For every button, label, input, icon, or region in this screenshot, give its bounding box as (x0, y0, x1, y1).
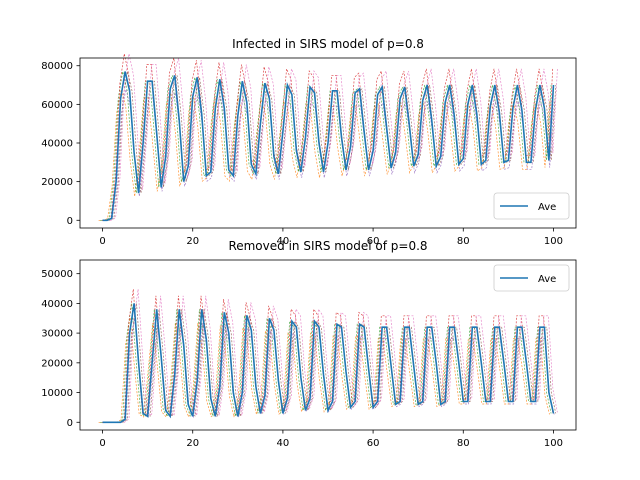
infected-y-tick-label: 60000 (41, 100, 73, 111)
removed-run-line (104, 303, 557, 423)
infected-y-tick-label: 80000 (41, 61, 73, 72)
removed-ave-line (102, 303, 555, 424)
removed-legend-box (493, 264, 570, 292)
infected-y-tick-label: 0 (67, 216, 73, 227)
infected-legend-label: Ave (538, 202, 556, 213)
removed-x-tick-label: 100 (544, 438, 563, 449)
removed-y-tick-label: 40000 (41, 299, 73, 310)
infected-axes: Infected in SIRS model of p=0.8 0 20 40 60 8… (41, 37, 577, 247)
removed-title: Removed in SIRS model of p=0.8 (228, 239, 427, 253)
removed-run-line (100, 303, 552, 423)
removed-y-tick-label: 0 (67, 418, 73, 429)
infected-x-tick-label: 80 (457, 236, 470, 247)
infected-run-line (98, 89, 550, 221)
infected-y-ticks: 0 20000 40000 60000 80000 (41, 61, 80, 227)
infected-run-line (106, 53, 558, 221)
infected-y-tick-label: 20000 (41, 177, 73, 188)
removed-x-tick-label: 60 (367, 438, 380, 449)
removed-axes: 0 20 40 60 80 100 01000020000300004000050000 … (41, 239, 577, 449)
infected-x-tick-label: 40 (277, 236, 290, 247)
infected-x-tick-label: 60 (367, 236, 380, 247)
infected-x-tick-label: 100 (544, 236, 563, 247)
infected-y-tick-label: 40000 (41, 139, 73, 150)
removed-run-line (101, 289, 554, 423)
infected-legend-box (493, 192, 570, 220)
removed-legend-label: Ave (538, 274, 556, 285)
removed-average (102, 303, 555, 424)
removed-x-tick-label: 40 (277, 438, 290, 449)
infected-title: Infected in SIRS model of p=0.8 (232, 37, 424, 51)
removed-runs (98, 289, 558, 423)
infected-x-tick-label: 0 (99, 236, 105, 247)
removed-y-tick-label: 20000 (41, 358, 73, 369)
infected-x-tick-label: 20 (186, 236, 199, 247)
removed-y-tick-label: 10000 (41, 388, 73, 399)
infected-average (102, 71, 555, 222)
removed-x-tick-label: 0 (99, 438, 105, 449)
infected-ave-line (102, 71, 555, 222)
removed-run-line (106, 289, 558, 423)
removed-x-tick-label: 80 (457, 438, 470, 449)
infected-legend: Ave (493, 192, 570, 220)
infected-run-line (104, 71, 557, 221)
infected-x-ticks: 0 20 40 60 80 100 (99, 228, 563, 247)
removed-y-tick-label: 30000 (41, 329, 73, 340)
removed-x-tick-label: 20 (186, 438, 199, 449)
infected-run-line (100, 71, 552, 221)
removed-x-ticks: 0 20 40 60 80 100 (99, 430, 563, 449)
removed-frame (79, 259, 577, 431)
removed-legend: Ave (493, 264, 570, 292)
removed-y-ticks: 0 10000 20000 30000 40000 50000 (41, 269, 80, 429)
removed-y-tick-label: 50000 (41, 269, 73, 280)
